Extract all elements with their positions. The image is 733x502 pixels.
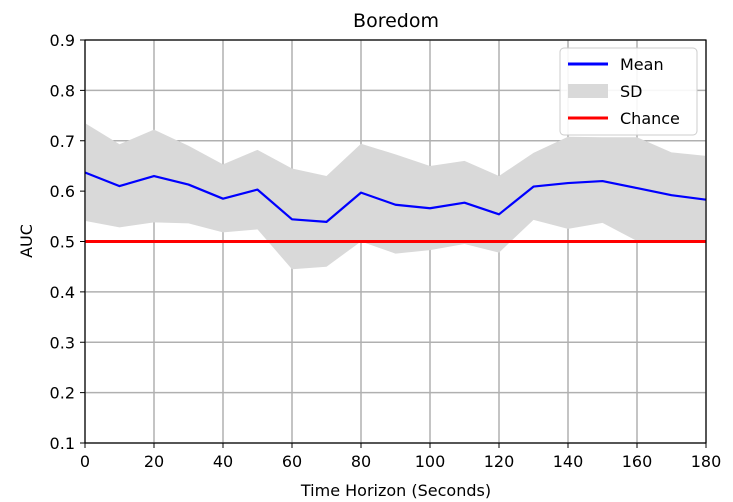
x-tick-label: 80 — [351, 452, 371, 471]
y-tick-label: 0.5 — [50, 233, 75, 252]
legend-box — [559, 47, 698, 136]
x-tick-label: 140 — [553, 452, 584, 471]
legend-label-chance: Chance — [620, 109, 680, 128]
x-tick-label: 120 — [484, 452, 515, 471]
x-tick-label: 40 — [213, 452, 233, 471]
y-tick-label: 0.4 — [50, 283, 75, 302]
series-lines — [84, 171, 707, 243]
x-tick-label: 100 — [415, 452, 446, 471]
y-tick-label: 0.7 — [50, 132, 75, 151]
y-tick-label: 0.6 — [50, 182, 75, 201]
y-tick-label: 0.1 — [50, 434, 75, 453]
legend-swatch-sd — [568, 84, 608, 98]
x-tick-label: 60 — [282, 452, 302, 471]
axis-ticks: 0 20 40 60 80 100 120 140 160 180 0.1 0.2 0.3 0.4 0.5 0… — [50, 31, 722, 471]
y-tick-label: 0.2 — [50, 384, 75, 403]
sd-band — [85, 123, 706, 270]
legend: Mean SD Chance — [559, 47, 698, 136]
legend-label-sd: SD — [620, 82, 642, 101]
chart-title: Boredom — [353, 10, 439, 32]
y-axis-label: AUC — [17, 224, 36, 258]
legend-label-mean: Mean — [620, 55, 664, 74]
sd-band-area — [85, 123, 706, 270]
y-tick-label: 0.3 — [50, 333, 75, 352]
x-axis-label: Time Horizon (Seconds) — [300, 481, 491, 500]
y-tick-label: 0.8 — [50, 81, 75, 100]
x-tick-label: 0 — [80, 452, 90, 471]
y-tick-label: 0.9 — [50, 31, 75, 50]
x-tick-label: 160 — [622, 452, 653, 471]
mean-line — [84, 171, 707, 223]
x-tick-label: 20 — [144, 452, 164, 471]
x-tick-label: 180 — [691, 452, 722, 471]
